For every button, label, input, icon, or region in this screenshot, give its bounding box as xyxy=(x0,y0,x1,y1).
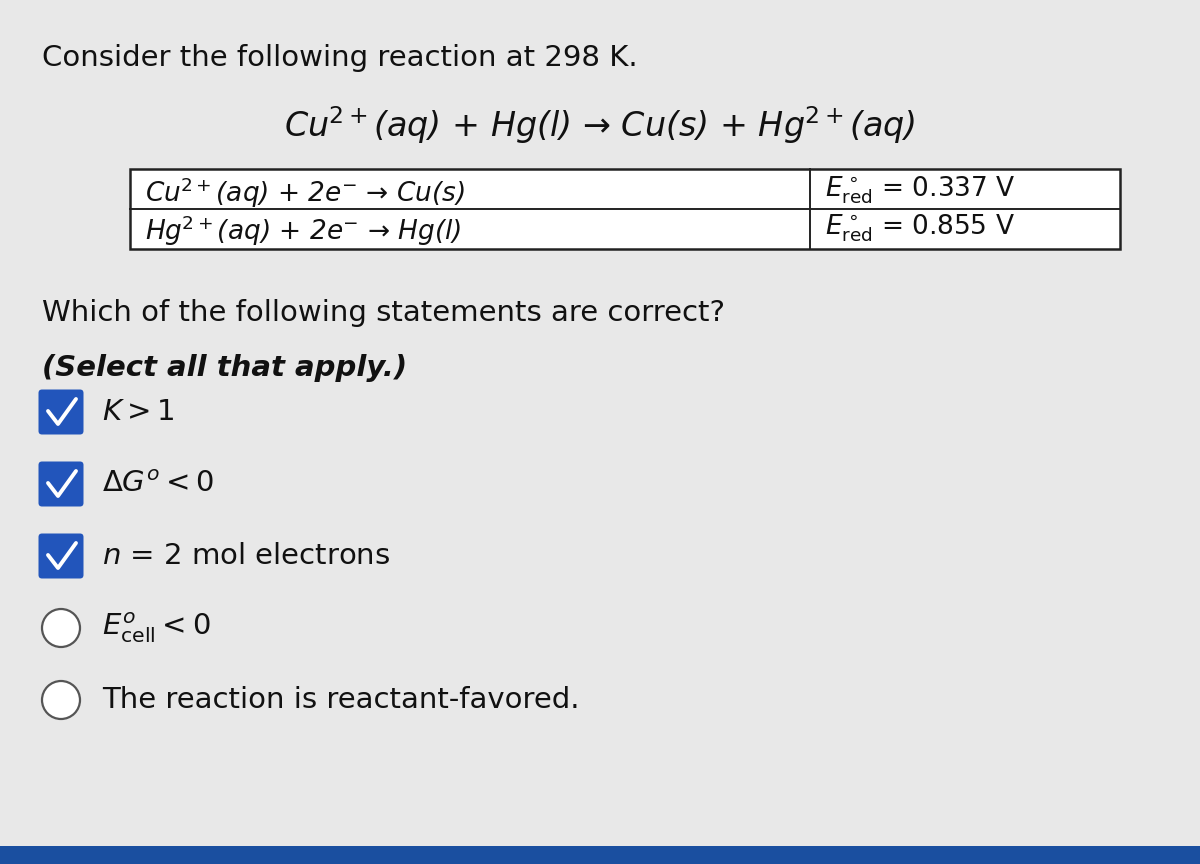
Text: (Select all that apply.): (Select all that apply.) xyxy=(42,354,407,382)
Text: The reaction is reactant-favored.: The reaction is reactant-favored. xyxy=(102,686,580,714)
Text: $\Delta G^{o} < 0$: $\Delta G^{o} < 0$ xyxy=(102,470,214,498)
Text: $E^\circ_{\rm red}$ = 0.855 V: $E^\circ_{\rm red}$ = 0.855 V xyxy=(826,213,1015,245)
Text: Cu$^{2+}$($aq$) + 2e$^{-}$ → Cu($s$): Cu$^{2+}$($aq$) + 2e$^{-}$ → Cu($s$) xyxy=(145,175,466,209)
Circle shape xyxy=(42,609,80,647)
Text: $n$ = 2 mol electrons: $n$ = 2 mol electrons xyxy=(102,542,390,570)
Text: Consider the following reaction at 298 K.: Consider the following reaction at 298 K… xyxy=(42,44,637,72)
Bar xyxy=(0,846,1200,864)
Text: $E^{o}_{\mathrm{cell}} < 0$: $E^{o}_{\mathrm{cell}} < 0$ xyxy=(102,611,210,645)
FancyBboxPatch shape xyxy=(38,533,84,579)
Text: Hg$^{2+}$($aq$) + 2e$^{-}$ → Hg($l$): Hg$^{2+}$($aq$) + 2e$^{-}$ → Hg($l$) xyxy=(145,213,462,247)
Circle shape xyxy=(42,681,80,719)
FancyBboxPatch shape xyxy=(38,461,84,506)
FancyBboxPatch shape xyxy=(38,390,84,435)
Text: Which of the following statements are correct?: Which of the following statements are co… xyxy=(42,299,725,327)
FancyBboxPatch shape xyxy=(130,169,1120,249)
Text: $E^\circ_{\rm red}$ = 0.337 V: $E^\circ_{\rm red}$ = 0.337 V xyxy=(826,175,1015,206)
Text: $K > 1$: $K > 1$ xyxy=(102,398,175,426)
Text: Cu$^{2+}$($aq$) + Hg($l$) → Cu($s$) + Hg$^{2+}$($aq$): Cu$^{2+}$($aq$) + Hg($l$) → Cu($s$) + Hg… xyxy=(284,104,916,146)
